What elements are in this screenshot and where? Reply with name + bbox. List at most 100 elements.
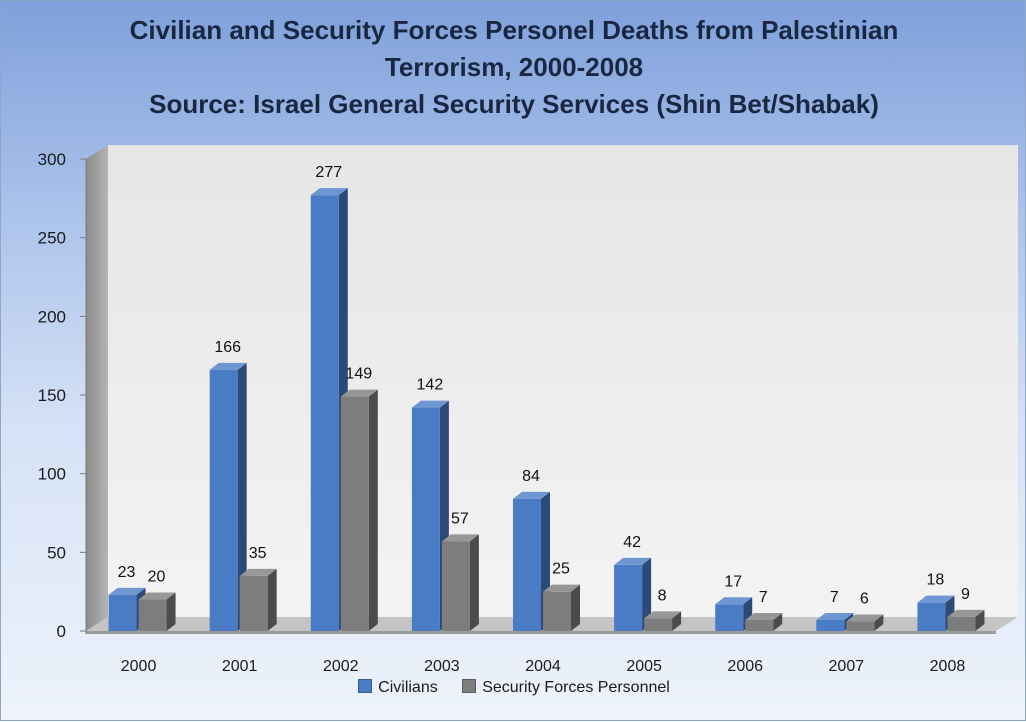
bar-top [513, 491, 550, 499]
data-label: 17 [724, 573, 742, 590]
bar-top [411, 400, 449, 408]
bar-side [267, 568, 277, 631]
y-tick-label: 250 [38, 229, 66, 248]
data-label: 42 [623, 534, 641, 551]
y-tick-label: 150 [38, 386, 66, 405]
bar-side [368, 389, 378, 631]
bars [108, 188, 985, 632]
bar-security-forces-personnel-2007 [846, 614, 884, 631]
data-label: 25 [552, 561, 570, 578]
side-wall [86, 145, 108, 631]
bar-top [239, 568, 277, 576]
chart-title-line-1: Civilian and Security Forces Personel De… [129, 15, 899, 45]
bar-top [816, 612, 854, 620]
legend-label-security-forces: Security Forces Personnel [482, 679, 670, 696]
y-tick-label: 100 [38, 465, 66, 484]
bar-side [672, 611, 682, 631]
x-tick-label: 2000 [121, 658, 157, 675]
chart-title-line-2: Terrorism, 2000-2008 [384, 52, 644, 82]
bar-side [975, 609, 985, 631]
data-label: 18 [927, 572, 945, 589]
bar-security-forces-personnel-2008 [947, 609, 985, 631]
bar-front [441, 541, 470, 631]
bar-front [513, 498, 541, 631]
bar-top [614, 557, 652, 565]
bar-side [237, 362, 247, 631]
bar-front [846, 621, 875, 631]
legend-item-civilians: Civilians [358, 679, 438, 697]
floor-edge [86, 631, 996, 634]
data-label: 20 [148, 569, 166, 586]
data-labels: 23 20 166 35 277 149 142 57 84 25 42 8 17 7 7 6 18 9 [118, 164, 970, 607]
bar-top [108, 587, 146, 595]
x-tick-label: 2008 [930, 658, 966, 675]
bar-security-forces-personnel-2002 [340, 389, 378, 631]
bar-front [209, 369, 238, 631]
y-axis: 0 50 100 150 200 250 300 [38, 150, 87, 641]
bar-top [715, 597, 753, 605]
bar-top [209, 362, 247, 370]
bar-top [846, 614, 884, 622]
bar-top [138, 592, 176, 600]
data-label: 57 [451, 510, 469, 527]
bar-front [644, 618, 673, 631]
x-tick-label: 2004 [525, 658, 561, 675]
bar-front [340, 396, 369, 631]
x-tick-label: 2007 [829, 658, 865, 675]
bar-top [947, 609, 985, 617]
bar-front [239, 575, 268, 631]
bar-security-forces-personnel-2004 [543, 584, 580, 631]
bar-security-forces-personnel-2001 [239, 568, 277, 631]
bar-front [917, 602, 946, 631]
bar-top [310, 188, 348, 196]
bar-front [310, 195, 339, 632]
data-label: 166 [214, 339, 241, 356]
x-tick-label: 2006 [727, 658, 763, 675]
data-label: 7 [830, 589, 839, 606]
bar-front [947, 616, 976, 631]
y-tick-label: 50 [47, 543, 66, 562]
bar-front [715, 604, 744, 631]
bar-civilians-2001 [209, 362, 247, 631]
y-tick-label: 300 [38, 150, 66, 169]
bar-security-forces-personnel-2005 [644, 611, 682, 631]
data-label: 7 [759, 589, 768, 606]
bar-front [138, 599, 167, 631]
legend: Civilians Security Forces Personnel [1, 679, 1026, 697]
bar-front [614, 564, 643, 631]
x-tick-label: 2002 [323, 658, 359, 675]
bar-civilians-2004 [513, 491, 550, 631]
data-label: 277 [315, 164, 342, 181]
bar-security-forces-personnel-2003 [441, 534, 479, 631]
y-tick-label: 0 [57, 622, 66, 641]
data-label: 35 [249, 545, 267, 562]
bar-side [874, 614, 884, 631]
bar-front [411, 407, 440, 631]
x-tick-label: 2005 [626, 658, 662, 675]
bar-front [543, 591, 571, 631]
bar-front [816, 619, 845, 631]
x-axis: 2000 2001 2002 2003 2004 2005 2006 2007 2008 [121, 658, 966, 675]
legend-swatch-security-forces [462, 679, 477, 693]
bar-side [469, 534, 479, 631]
bar-top [543, 584, 580, 592]
bar-front [745, 619, 774, 631]
legend-item-security-forces: Security Forces Personnel [462, 679, 670, 697]
bar-top [441, 534, 479, 542]
bar-top [644, 611, 682, 619]
data-label: 6 [860, 591, 869, 608]
data-label: 149 [345, 366, 372, 383]
x-tick-label: 2003 [424, 658, 460, 675]
data-label: 84 [522, 468, 540, 485]
data-label: 23 [118, 564, 136, 581]
x-tick-label: 2001 [222, 658, 258, 675]
bar-security-forces-personnel-2006 [745, 612, 783, 631]
bar-front [108, 594, 137, 631]
bar-top [340, 389, 378, 397]
data-label: 8 [658, 587, 667, 604]
y-tick-label: 200 [38, 307, 66, 326]
chart-subtitle-source: Source: Israel General Security Services… [149, 89, 879, 119]
bar-top [917, 595, 955, 603]
